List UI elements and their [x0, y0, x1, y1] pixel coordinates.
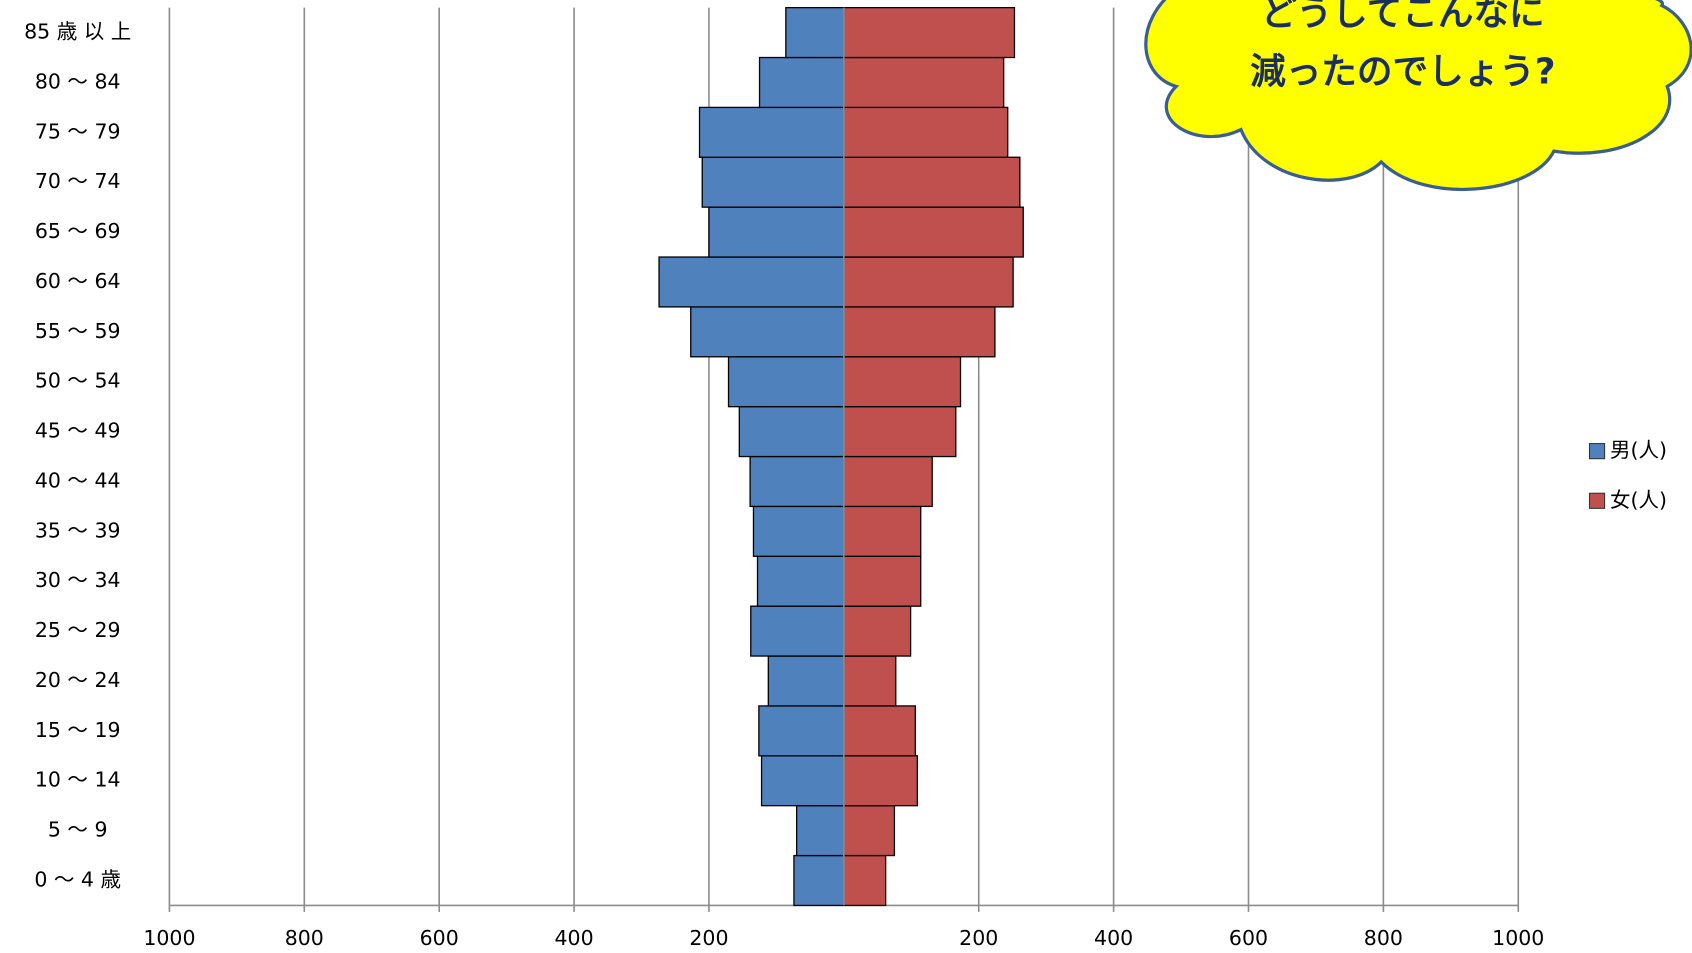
bar [843, 655, 897, 707]
bar [843, 406, 957, 458]
y-tick-label: 65 ～ 69 [35, 219, 121, 243]
bar [756, 555, 845, 607]
bar [738, 406, 845, 458]
legend-swatch [1588, 443, 1606, 460]
bar [843, 256, 1014, 308]
bar [843, 306, 996, 358]
y-tick-label: 10 ～ 14 [35, 768, 121, 792]
legend-label: 女(人) [1610, 488, 1667, 512]
x-tick-label: 800 [285, 926, 324, 950]
bar [658, 256, 845, 308]
bar [727, 356, 845, 408]
y-tick-label: 55 ～ 59 [35, 319, 121, 343]
bar [843, 206, 1024, 258]
y-tick-label: 30 ～ 34 [35, 568, 121, 592]
bar [843, 505, 922, 557]
y-tick-label: 60 ～ 64 [35, 269, 121, 293]
y-tick-label: 45 ～ 49 [35, 419, 121, 443]
y-tick-label: 35 ～ 39 [35, 518, 121, 542]
bar [843, 106, 1009, 158]
y-tick-label: 50 ～ 54 [35, 369, 121, 393]
bar [690, 306, 845, 358]
bar [760, 755, 845, 807]
x-tick-label: 400 [555, 926, 594, 950]
y-tick-label: 80 ～ 84 [35, 69, 121, 93]
bar [758, 56, 845, 109]
bar [843, 705, 916, 757]
x-tick-label: 400 [1094, 926, 1133, 950]
x-tick-label: 1000 [1492, 926, 1544, 950]
bar [843, 805, 896, 857]
y-tick-label: 20 ～ 24 [35, 668, 121, 692]
callout-cloud [1144, 0, 1692, 191]
bar [785, 6, 845, 59]
x-tick-label: 200 [959, 926, 998, 950]
y-tick-label: 70 ～ 74 [35, 169, 121, 193]
bar [749, 455, 845, 508]
bar [701, 156, 845, 208]
y-tick-label: 15 ～ 19 [35, 718, 121, 742]
callout-text: どうしてこんなに [1261, 0, 1545, 34]
bar [767, 655, 845, 707]
bar [698, 106, 845, 158]
bar [843, 356, 962, 408]
legend-label: 男(人) [1610, 438, 1667, 462]
bar [793, 854, 845, 907]
y-tick-label: 75 ～ 79 [35, 119, 121, 143]
bar [843, 6, 1016, 59]
bar [843, 156, 1021, 208]
bar [752, 505, 845, 557]
callout-text: 減ったのでしょう? [1250, 51, 1555, 92]
bar [843, 854, 887, 907]
y-tick-label: 5 ～ 9 [48, 818, 108, 842]
x-tick-label: 800 [1364, 926, 1403, 950]
y-tick-label: 85 歳 以 上 [24, 20, 131, 44]
x-tick-label: 200 [689, 926, 728, 950]
y-tick-label: 40 ～ 44 [35, 468, 121, 492]
bar [843, 555, 922, 607]
bar [795, 805, 845, 857]
x-tick-label: 600 [1229, 926, 1268, 950]
bar [708, 206, 845, 258]
callout: どうしてこんなに 減ったのでしょう? [1144, 0, 1692, 191]
bar [843, 455, 933, 508]
bar [843, 755, 919, 807]
bar [843, 605, 912, 657]
y-tick-label: 0 ～ 4 歳 [34, 867, 121, 891]
x-tick-label: 600 [420, 926, 459, 950]
bar [750, 605, 845, 657]
x-tick-label: 1000 [143, 926, 195, 950]
plot: 1000 800 600 400 200 200 400 600 800 1000 0 ～ 4 歳 5… [24, 6, 1667, 950]
bar [843, 56, 1005, 109]
legend-swatch [1588, 492, 1606, 509]
y-tick-label: 25 ～ 29 [35, 618, 121, 642]
bar [758, 705, 845, 757]
